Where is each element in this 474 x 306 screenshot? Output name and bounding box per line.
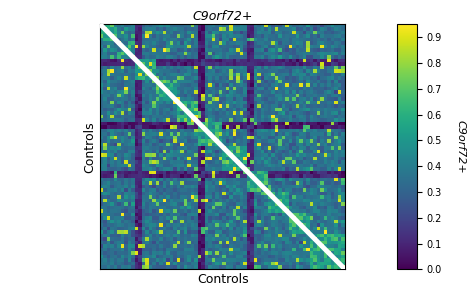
Y-axis label: Controls: Controls <box>83 121 96 173</box>
Text: C9orf72+: C9orf72+ <box>455 120 465 174</box>
Title: C9orf72+: C9orf72+ <box>192 10 253 23</box>
X-axis label: Controls: Controls <box>197 274 248 286</box>
